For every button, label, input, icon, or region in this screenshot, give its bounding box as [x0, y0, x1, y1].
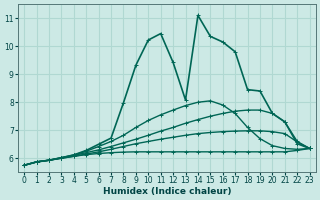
X-axis label: Humidex (Indice chaleur): Humidex (Indice chaleur) — [103, 187, 231, 196]
